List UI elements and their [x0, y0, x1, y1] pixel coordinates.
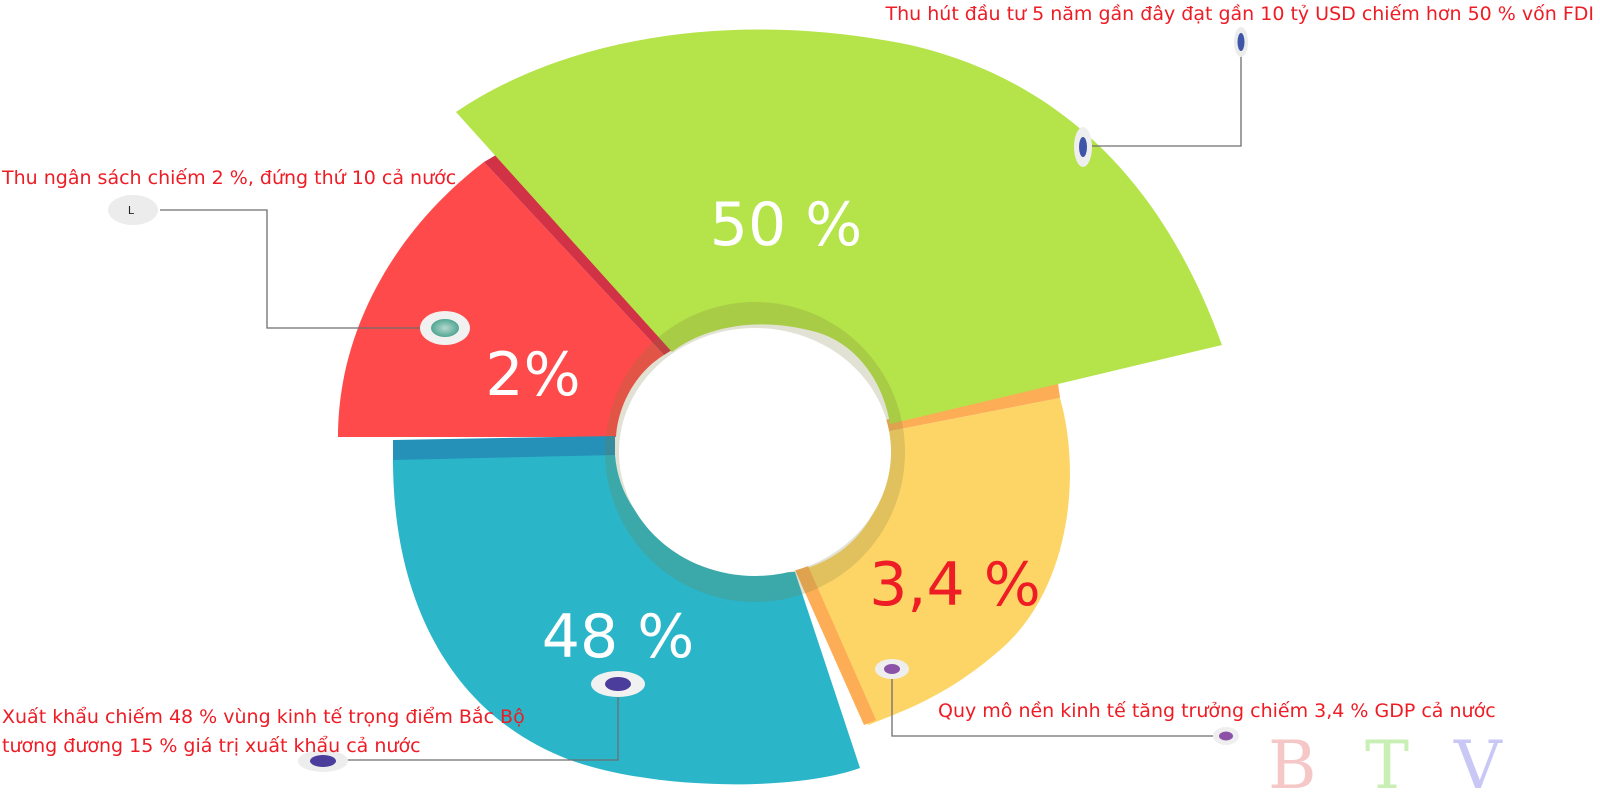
watermark-logo: B T V — [1268, 727, 1503, 797]
marker-blue-slice — [591, 671, 645, 697]
marker-green-top — [1234, 27, 1248, 57]
slice-red-shadow — [484, 155, 672, 355]
leader-lines — [160, 44, 1242, 761]
marker-letter: L — [128, 204, 135, 217]
leader-red — [160, 209, 420, 329]
leader-green — [1086, 44, 1242, 147]
marker-blue-bottom — [298, 750, 348, 772]
label-48-percent: 48 % — [542, 602, 694, 672]
leader-blue — [340, 688, 619, 761]
annotation-gdp: Quy mô nền kinh tế tăng trưởng chiếm 3,4… — [938, 700, 1496, 722]
watermark-letter-b: B — [1268, 727, 1317, 797]
label-3-4-percent: 3,4 % — [869, 550, 1041, 620]
slice-2-percent — [338, 155, 672, 437]
marker-yellow-slice — [875, 659, 909, 679]
annotation-export-line-1: Xuất khẩu chiếm 48 % vùng kinh tế trọng … — [2, 705, 525, 728]
label-2-percent: 2% — [485, 340, 580, 410]
leader-yellow — [891, 672, 1218, 737]
watermark-letter-t: T — [1365, 727, 1409, 797]
marker-yellow-right — [1213, 727, 1239, 745]
annotation-export-line-2: tương đương 15 % giá trị xuất khẩu cả nư… — [2, 735, 421, 757]
slice-yellow-side — [795, 566, 876, 725]
slice-red-face — [338, 162, 664, 437]
slice-green-face — [456, 29, 1222, 425]
donut-hole — [619, 328, 891, 576]
annotation-fdi: Thu hút đầu tư 5 năm gần đây đạt gần 10 … — [885, 3, 1595, 25]
slice-48-percent — [393, 436, 860, 785]
marker-green-slice — [1074, 127, 1092, 167]
slice-3-4-percent — [795, 383, 1070, 725]
marker-red-left: L — [108, 195, 158, 225]
slice-yellow-face — [800, 398, 1070, 725]
annotation-budget: Thu ngân sách chiếm 2 %, đứng thứ 10 cả … — [1, 167, 456, 189]
slice-blue-face — [393, 455, 860, 785]
slice-yellow-shade — [885, 383, 1060, 432]
watermark-letter-v: V — [1453, 727, 1503, 797]
marker-red-slice — [420, 311, 470, 345]
label-50-percent: 50 % — [710, 190, 862, 260]
